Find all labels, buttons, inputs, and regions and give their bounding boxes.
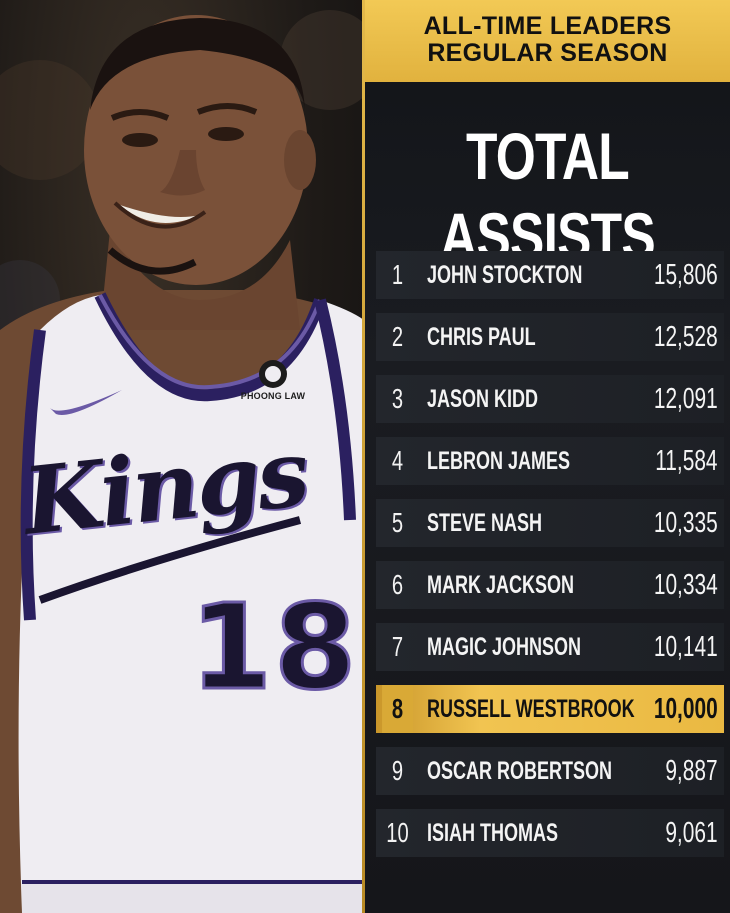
leader-row: 7 MAGIC JOHNSON 10,141 [376,623,724,671]
leader-rank: 5 [391,507,404,538]
leader-name: OSCAR ROBERTSON [427,757,613,785]
leader-rank: 9 [391,755,404,786]
gold-divider [362,0,365,913]
leader-rank: 6 [391,569,404,600]
leader-assists-value: 9,061 [665,817,718,849]
leader-name: LEBRON JAMES [427,447,571,475]
sponsor-logo-text: PHOONG LAW [240,391,306,401]
leaders-panel: ALL-TIME LEADERS REGULAR SEASON TOTAL AS… [365,0,730,913]
leader-assists-value: 12,528 [654,321,718,353]
leader-name: MAGIC JOHNSON [427,633,582,661]
leader-rank: 8 [382,685,413,733]
leader-rank: 3 [391,383,404,414]
leader-assists-value: 15,806 [654,259,718,291]
leader-rank: 7 [391,631,404,662]
leader-name: STEVE NASH [427,509,543,537]
leader-row: 9 OSCAR ROBERTSON 9,887 [376,747,724,795]
leader-assists-value: 11,584 [655,445,718,477]
leader-assists-value: 12,091 [654,383,718,415]
leader-rank: 2 [391,321,404,352]
leader-rank: 1 [391,259,404,290]
header-title-line1: ALL-TIME LEADERS [423,12,672,40]
leader-row: 10 ISIAH THOMAS 9,061 [376,809,724,857]
header-title-line2: REGULAR SEASON [427,39,668,67]
leader-name: ISIAH THOMAS [427,819,559,847]
leader-assists-value: 10,334 [654,569,718,601]
leaders-list: 1 JOHN STOCKTON 15,806 2 CHRIS PAUL 12,528 3 JA… [376,251,724,871]
leader-name: CHRIS PAUL [427,323,536,351]
leader-assists-value: 10,000 [654,693,718,725]
player-photo: PHOONG LAW Kings 18 [0,0,364,913]
leader-name: JASON KIDD [427,385,539,413]
leader-row: 2 CHRIS PAUL 12,528 [376,313,724,361]
leader-row: 3 JASON KIDD 12,091 [376,375,724,423]
leader-name: RUSSELL WESTBROOK [427,695,635,723]
leader-assists-value: 10,335 [654,507,718,539]
header-banner: ALL-TIME LEADERS REGULAR SEASON [365,0,730,82]
leader-name: MARK JACKSON [427,571,575,599]
leader-row: 4 LEBRON JAMES 11,584 [376,437,724,485]
jersey-number: 18 [188,577,359,718]
leader-row: 6 MARK JACKSON 10,334 [376,561,724,609]
leader-rank: 4 [391,445,404,476]
leader-assists-value: 10,141 [654,631,718,663]
leader-row: 1 JOHN STOCKTON 15,806 [376,251,724,299]
leader-row: 5 STEVE NASH 10,335 [376,499,724,547]
leader-rank: 10 [386,817,409,848]
leader-row-highlighted: 8 RUSSELL WESTBROOK 10,000 [376,685,724,733]
leader-assists-value: 9,887 [665,755,718,787]
leader-name: JOHN STOCKTON [427,261,583,289]
player-illustration [0,10,364,913]
